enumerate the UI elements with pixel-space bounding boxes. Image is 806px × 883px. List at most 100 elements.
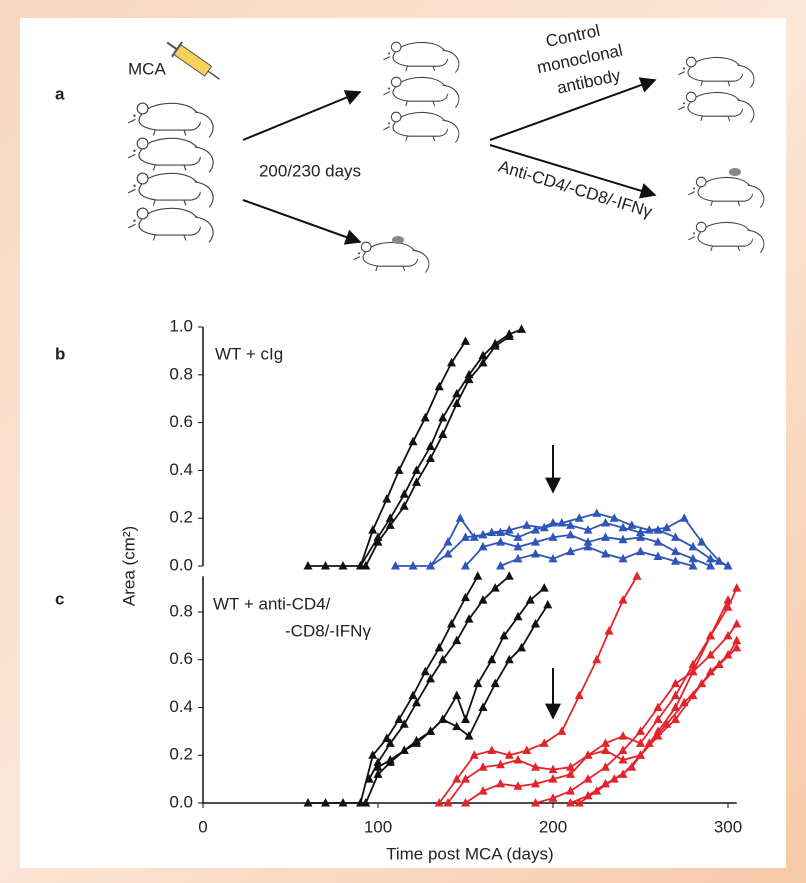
marker — [636, 527, 645, 537]
marker — [452, 388, 462, 398]
marker — [671, 714, 680, 723]
panel-label: b — [55, 344, 65, 363]
marker — [653, 551, 663, 560]
marker — [478, 529, 488, 539]
marker — [426, 561, 435, 570]
marker — [706, 649, 715, 659]
marker — [464, 731, 474, 740]
marker — [412, 477, 421, 486]
marker — [399, 489, 409, 498]
marker — [373, 769, 383, 778]
marker — [382, 733, 392, 743]
marker — [399, 501, 409, 510]
marker — [548, 774, 558, 783]
marker — [496, 561, 505, 570]
marker — [566, 769, 575, 778]
marker — [671, 678, 680, 688]
marker — [583, 750, 593, 759]
marker — [473, 571, 483, 580]
marker — [408, 561, 418, 570]
marker — [385, 755, 395, 764]
marker — [618, 745, 628, 754]
y-tick-label: 0.0 — [169, 792, 193, 811]
marker — [412, 465, 421, 474]
marker — [636, 726, 645, 735]
marker — [539, 738, 549, 747]
marker — [408, 436, 418, 446]
marker — [636, 546, 645, 556]
marker — [321, 798, 330, 807]
marker — [399, 719, 409, 728]
syringe — [166, 41, 221, 80]
marker — [385, 513, 395, 522]
marker — [566, 529, 575, 539]
annotation: WT + anti-CD4/ — [213, 594, 331, 613]
marker — [679, 697, 689, 707]
marker — [723, 649, 733, 659]
marker — [461, 714, 470, 723]
marker — [531, 537, 540, 546]
marker — [522, 745, 532, 754]
marker — [504, 750, 514, 759]
marker — [548, 553, 558, 563]
marker — [461, 774, 470, 783]
marker — [601, 517, 610, 527]
arrow — [489, 77, 657, 141]
marker — [583, 525, 593, 534]
marker — [723, 602, 733, 611]
marker — [368, 525, 378, 534]
marker — [557, 726, 567, 735]
marker — [361, 561, 371, 570]
marker — [618, 595, 628, 604]
marker — [408, 690, 418, 700]
marker — [478, 357, 488, 367]
y-tick-label: 0.6 — [169, 412, 193, 431]
marker — [609, 513, 619, 522]
marker — [583, 537, 593, 546]
y-tick-label: 0.6 — [169, 649, 193, 668]
marker — [632, 571, 642, 580]
marker — [531, 525, 540, 534]
series-line — [308, 340, 467, 567]
marker — [461, 798, 470, 807]
y-axis-label: Area (cm²) — [119, 526, 138, 606]
marker — [618, 534, 628, 544]
marker — [420, 666, 430, 676]
marker — [583, 774, 593, 783]
marker — [583, 790, 593, 800]
y-tick-label: 0.0 — [169, 555, 193, 574]
marker — [464, 374, 474, 384]
marker — [662, 522, 672, 532]
marker — [426, 441, 435, 450]
marker — [601, 745, 610, 754]
marker — [574, 690, 584, 700]
y-tick-label: 0.4 — [169, 460, 193, 479]
marker — [496, 759, 505, 769]
marker — [447, 357, 456, 367]
marker — [513, 553, 523, 563]
marker — [452, 635, 462, 645]
marker — [714, 659, 724, 669]
marker — [531, 778, 540, 788]
panel-label: c — [55, 589, 64, 608]
chart-panel: c WT + anti-CD4/ -CD8/-IFNγ 0.0 0.2 0.4 0.6 0.8… — [55, 526, 742, 864]
marker — [636, 532, 645, 541]
marker — [513, 755, 523, 764]
y-tick-label: 0.2 — [169, 745, 193, 764]
x-tick-label: 100 — [364, 817, 392, 836]
marker — [671, 690, 680, 700]
marker — [361, 798, 371, 807]
marker — [592, 654, 602, 664]
mice-middle — [382, 41, 460, 144]
marker — [723, 561, 733, 570]
marker — [394, 714, 404, 723]
marker — [452, 721, 462, 731]
marker — [399, 745, 409, 754]
marker — [531, 618, 540, 628]
marker — [604, 626, 614, 635]
marker — [618, 522, 628, 532]
mouse-tumor — [352, 236, 430, 274]
marker — [671, 702, 680, 711]
marker — [517, 324, 526, 333]
marker — [601, 762, 610, 771]
